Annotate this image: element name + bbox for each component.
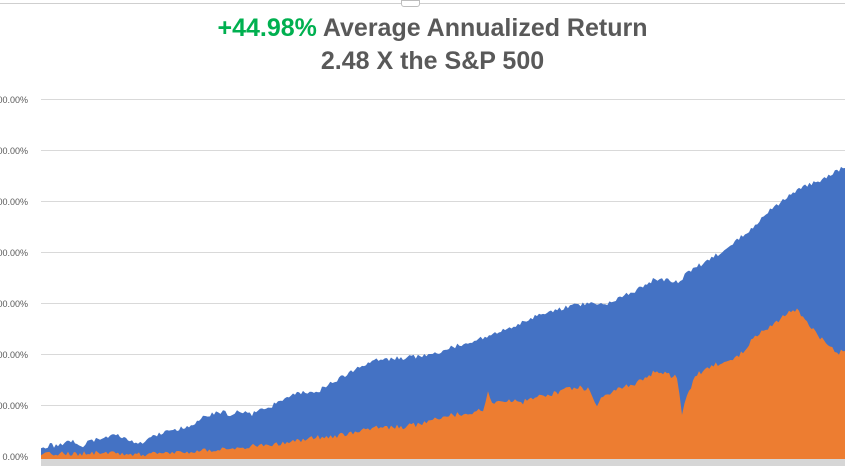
y-axis-tick-label: 00.00% [0, 401, 28, 411]
title-return-label: Average Annualized Return [316, 14, 648, 42]
chart-title-line2: 2.48 X the S&P 500 [320, 47, 545, 75]
orange-series-area[interactable] [41, 308, 845, 460]
chart-title-line1: +44.98% Average Annualized Return [20, 12, 845, 45]
chart-resize-handle[interactable] [401, 0, 420, 7]
y-axis-tick-label: 00.00% [0, 350, 28, 360]
y-axis-tick-label: 00.00% [0, 95, 28, 105]
y-axis-tick-label: 0.00% [2, 452, 28, 462]
chart-border-top [0, 3, 845, 4]
y-axis-tick-label: 00.00% [0, 299, 28, 309]
chart-title: +44.98% Average Annualized Return 2.48 X… [20, 12, 845, 78]
title-return-value: +44.98% [217, 14, 317, 42]
x-axis-strip [41, 459, 845, 466]
y-axis-tick-label: 00.00% [0, 197, 28, 207]
y-axis-tick-label: 00.00% [0, 248, 28, 258]
y-axis-tick-label: 00.00% [0, 146, 28, 156]
